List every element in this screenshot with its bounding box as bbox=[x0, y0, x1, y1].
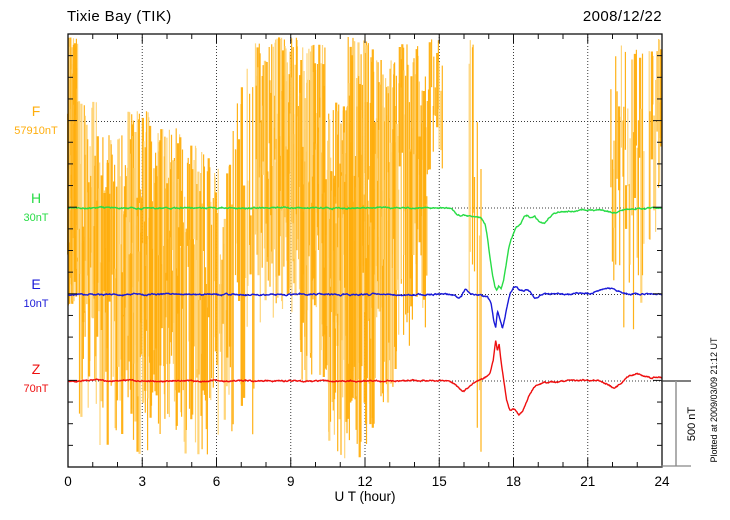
trace-H bbox=[68, 205, 662, 292]
trace-baseline-H: 30nT bbox=[23, 212, 49, 224]
x-tick-label: 6 bbox=[213, 474, 221, 489]
station-title: Tixie Bay (TIK) bbox=[67, 8, 172, 25]
scale-bar-label: 500 nT bbox=[686, 406, 698, 442]
trace-letter-Z: Z bbox=[31, 361, 41, 377]
trace-baseline-F: 57910nT bbox=[14, 125, 58, 137]
trace-Z bbox=[67, 340, 663, 417]
x-tick-label: 21 bbox=[580, 474, 595, 489]
plot-date: 2008/12/22 bbox=[582, 8, 662, 25]
trace-F bbox=[66, 37, 663, 459]
trace-letter-F: F bbox=[31, 103, 41, 119]
axis-ticks bbox=[67, 34, 663, 467]
trace-baseline-E: 10nT bbox=[23, 298, 49, 310]
x-tick-label: 0 bbox=[64, 474, 72, 489]
x-axis-label: U T (hour) bbox=[334, 489, 396, 504]
x-tick-label: 3 bbox=[138, 474, 146, 489]
trace-label-Z: Z 70nT bbox=[8, 361, 64, 396]
trace-label-H: H 30nT bbox=[8, 190, 64, 225]
trace-letter-H: H bbox=[30, 190, 42, 206]
x-tick-label: 9 bbox=[287, 474, 295, 489]
trace-label-E: E 10nT bbox=[8, 276, 64, 311]
x-tick-label: 15 bbox=[432, 474, 447, 489]
trace-letter-E: E bbox=[31, 276, 41, 292]
plotted-at-note: Plotted at 2009/03/09 21:12 UT bbox=[709, 337, 719, 463]
trace-baseline-Z: 70nT bbox=[23, 383, 49, 395]
x-tick-label: 24 bbox=[654, 474, 670, 489]
x-tick-label: 18 bbox=[506, 474, 521, 489]
trace-E bbox=[67, 285, 663, 329]
trace-label-F: F 57910nT bbox=[8, 103, 64, 138]
x-tick-label: 12 bbox=[357, 474, 372, 489]
